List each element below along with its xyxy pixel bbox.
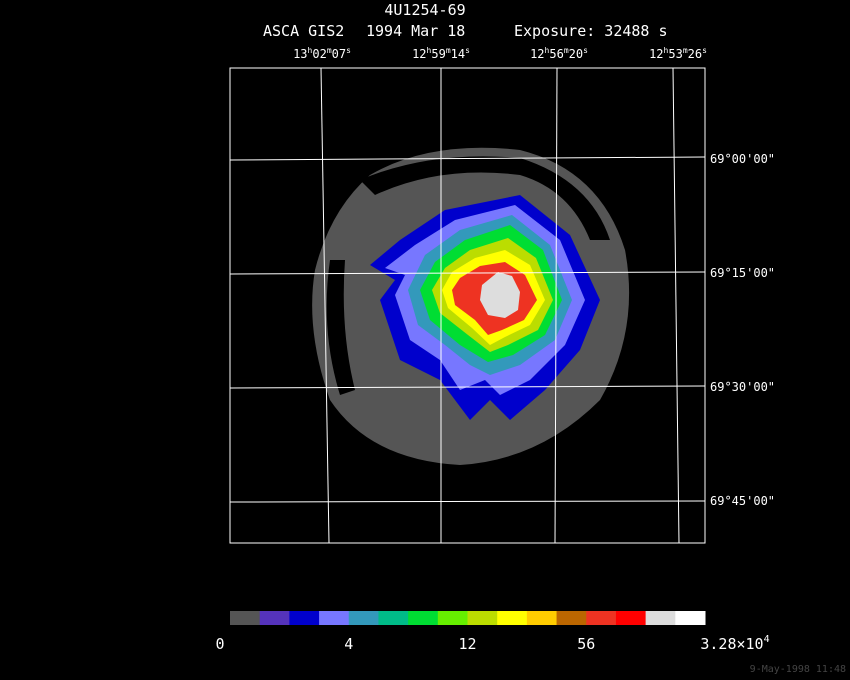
ra-labels: 13h02m07s 12h59m14s 12h56m20s 12h53m26s	[293, 46, 707, 61]
timestamp: 9-May-1998 11:48	[750, 664, 846, 675]
colorbar-swatch	[348, 611, 379, 625]
ra-unit: m	[564, 46, 569, 55]
colorbar-swatch	[615, 611, 647, 625]
ra-value: 13	[293, 47, 307, 61]
ra-value: 12	[649, 47, 663, 61]
dec-grid-line	[229, 156, 706, 161]
colorbar-swatch	[497, 611, 528, 625]
ra-unit: h	[545, 46, 550, 55]
colorbar-swatch	[289, 611, 320, 625]
ra-value: 12	[530, 47, 544, 61]
colorbar-label: 56	[577, 635, 595, 653]
dec-grid-line	[229, 271, 706, 275]
ra-unit: s	[465, 46, 470, 55]
ra-value: 53	[668, 47, 682, 61]
ra-label: 12h53m26s	[649, 46, 707, 61]
ra-unit: m	[683, 46, 688, 55]
title: 4U1254-69	[384, 1, 465, 19]
ra-label: 13h02m07s	[293, 46, 351, 61]
colorbar-label: 0	[215, 635, 224, 653]
exposure: Exposure: 32488 s	[514, 22, 668, 40]
colorbar-max-label: 3.28×104	[700, 634, 769, 653]
ra-unit: m	[446, 46, 451, 55]
dec-labels: 69°00'00" 69°15'00" 69°30'00" 69°45'00"	[710, 152, 775, 508]
colorbar-swatch	[556, 611, 587, 625]
colorbar: 0 4 12 56 3.28×104	[215, 611, 770, 653]
colorbar-swatch	[378, 611, 409, 625]
dec-grid-line	[229, 500, 706, 503]
dec-grid-line	[229, 385, 706, 389]
colorbar-swatch	[408, 611, 439, 625]
colorbar-swatch	[467, 611, 498, 625]
date: 1994 Mar 18	[366, 22, 465, 40]
colorbar-label: 12	[458, 635, 476, 653]
ra-unit: s	[583, 46, 588, 55]
ra-unit: h	[664, 46, 669, 55]
ra-label: 12h56m20s	[530, 46, 588, 61]
ra-value: 56	[549, 47, 563, 61]
colorbar-swatch	[319, 611, 350, 625]
colorbar-swatch	[675, 611, 706, 625]
ra-grid-line	[320, 67, 330, 544]
dec-label: 69°30'00"	[710, 380, 775, 394]
instrument: ASCA GIS2	[263, 22, 344, 40]
ra-value: 07	[332, 47, 346, 61]
ra-label: 12h59m14s	[412, 46, 470, 61]
colorbar-max-mantissa: 3.28×10	[700, 635, 763, 653]
ra-unit: s	[346, 46, 351, 55]
ra-grid-line	[554, 67, 558, 544]
ra-value: 02	[312, 47, 326, 61]
colorbar-swatch	[586, 611, 617, 625]
ra-grid-line	[672, 67, 680, 544]
ra-value: 26	[688, 47, 702, 61]
colorbar-swatch	[645, 611, 676, 625]
ra-value: 59	[431, 47, 445, 61]
plot-frame	[229, 67, 706, 544]
coordinate-grid	[229, 67, 706, 544]
dec-label: 69°45'00"	[710, 494, 775, 508]
dec-label: 69°15'00"	[710, 266, 775, 280]
xray-image	[312, 147, 630, 465]
colorbar-swatch	[526, 611, 558, 625]
colorbar-swatch	[230, 611, 261, 625]
colorbar-swatch	[259, 611, 290, 625]
colorbar-max-exponent: 4	[764, 634, 770, 645]
colorbar-label: 4	[344, 635, 353, 653]
ra-unit: h	[427, 46, 432, 55]
dec-label: 69°00'00"	[710, 152, 775, 166]
ra-unit: m	[327, 46, 332, 55]
ra-unit: s	[702, 46, 707, 55]
colorbar-swatch	[437, 611, 468, 625]
ra-value: 20	[569, 47, 583, 61]
ra-value: 12	[412, 47, 426, 61]
ra-unit: h	[308, 46, 313, 55]
ra-value: 14	[451, 47, 465, 61]
